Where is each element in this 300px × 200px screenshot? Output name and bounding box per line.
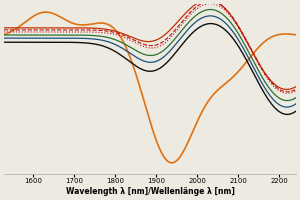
X-axis label: Wavelength λ [nm]/Wellenlänge λ [nm]: Wavelength λ [nm]/Wellenlänge λ [nm] — [66, 187, 234, 196]
